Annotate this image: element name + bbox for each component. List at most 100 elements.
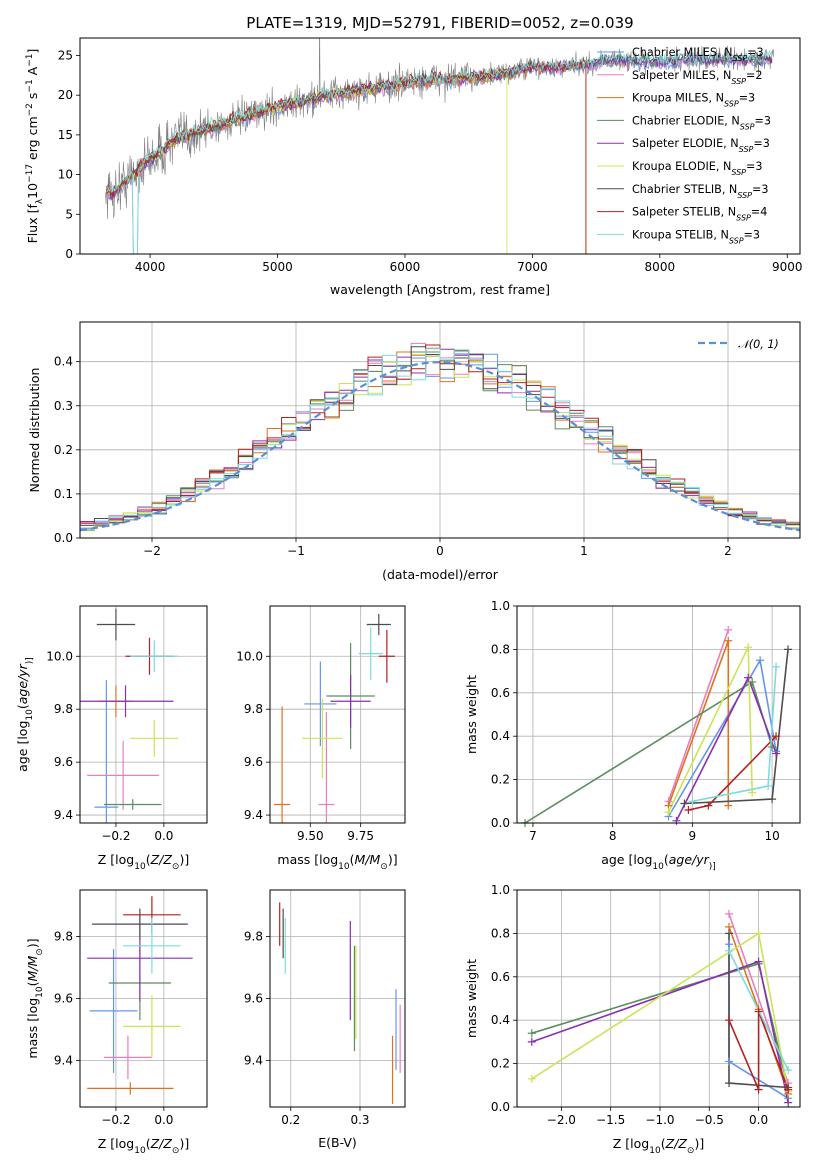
mass-weight-marker xyxy=(672,816,681,825)
y-tick-label: 10.0 xyxy=(46,649,73,663)
y-tick-label: 0.0 xyxy=(491,816,510,830)
y-tick-label: 0.6 xyxy=(491,686,510,700)
y-tick-label: 0.3 xyxy=(54,399,73,413)
x-tick-label: −1.0 xyxy=(645,1113,674,1127)
mass-weight-marker xyxy=(784,1098,793,1107)
legend-entry: Salpeter ELODIE, NSSP=3 xyxy=(632,137,770,154)
y-tick-label: 0.4 xyxy=(491,1013,510,1027)
x-tick-label: 2 xyxy=(724,544,732,558)
axes-frame xyxy=(516,605,801,824)
mass-weight-marker xyxy=(772,662,781,671)
plot-area xyxy=(80,342,800,538)
legend: Chabrier MILES, NSSP=3 Salpeter MILES, NS… xyxy=(597,46,771,245)
y-tick-label: 0.0 xyxy=(54,531,73,545)
y-tick-label: 0.6 xyxy=(491,970,510,984)
mass-weight-marker xyxy=(725,1079,734,1088)
x-tick-label: −0.5 xyxy=(695,1113,724,1127)
mass-weight-marker xyxy=(725,909,734,918)
residual-histogram xyxy=(80,344,800,538)
axis-label: age [log10(age/yr)] xyxy=(601,852,716,872)
mass-weight-line xyxy=(667,640,730,806)
grid xyxy=(80,606,207,823)
y-tick-label: 9.4 xyxy=(54,808,73,822)
y-tick-label: 0.4 xyxy=(54,355,73,369)
legend-entry: Chabrier MILES, NSSP=3 xyxy=(632,46,764,63)
age-vs-mass-panel: 9.50 9.75 9.4 9.6 9.8 10.0 mass [log10(M/M⊙)] xyxy=(236,605,406,872)
legend-entry: Salpeter STELIB, NSSP=4 xyxy=(632,206,767,223)
axes-frame xyxy=(79,37,801,255)
y-tick-label: 9.6 xyxy=(54,755,73,769)
y-tick-label: 5 xyxy=(65,207,73,221)
y-tick-label: 15 xyxy=(58,128,73,142)
mass-weight-marker xyxy=(754,929,763,938)
x-tick-label: 8000 xyxy=(645,260,676,274)
axes-frame xyxy=(516,889,801,1108)
x-axis-label: wavelength [Angstrom, rest frame] xyxy=(330,282,550,297)
legend-entry: 𝒩(0, 1) xyxy=(738,338,779,351)
mass-weight-marker xyxy=(725,1016,734,1025)
plot-area xyxy=(274,613,395,823)
y-tick-label: 25 xyxy=(58,48,73,62)
y-tick-label: 9.6 xyxy=(54,992,73,1006)
legend-entry: Kroupa STELIB, NSSP=3 xyxy=(632,228,760,245)
mass-weight-marker xyxy=(772,732,781,741)
x-tick-label: 9.75 xyxy=(347,829,374,843)
mass-weight-line xyxy=(667,646,753,813)
x-tick-label: 4000 xyxy=(135,260,166,274)
mass-weight-marker xyxy=(768,795,777,804)
x-tick-label: −0.2 xyxy=(101,829,130,843)
y-tick-label: 10 xyxy=(58,168,73,182)
mass-weight-marker xyxy=(704,801,713,810)
y-axis-label: mass weight xyxy=(464,675,479,754)
y-tick-label: 9.8 xyxy=(54,930,73,944)
y-tick-label: 0.2 xyxy=(491,1057,510,1071)
y-tick-label: 9.4 xyxy=(54,1054,73,1068)
y-tick-label: 0.0 xyxy=(491,1100,510,1114)
grid xyxy=(80,890,207,1107)
y-tick-label: 20 xyxy=(58,88,73,102)
y-tick-label: 9.6 xyxy=(244,992,263,1006)
axis-label: Z [log10(Z/Z⊙)] xyxy=(98,852,189,872)
mass-weight-marker xyxy=(748,677,757,686)
plot-area xyxy=(87,896,193,1095)
mass-weight-marker xyxy=(754,1085,763,1094)
mass-weight-marker xyxy=(724,625,733,634)
y-tick-label: 1.0 xyxy=(491,599,510,613)
mass-vs-ebv-panel: 0.2 0.3 9.4 9.6 9.8 E(B-V) xyxy=(244,889,406,1150)
y-tick-label: 9.4 xyxy=(244,1054,263,1068)
x-tick-label: −1.5 xyxy=(596,1113,625,1127)
mass-weight-marker xyxy=(527,1037,536,1046)
mass-weight-line xyxy=(692,666,777,803)
mass-weight-marker xyxy=(724,801,733,810)
x-tick-label: 0 xyxy=(436,544,444,558)
mass-weight-marker xyxy=(748,788,757,797)
y-tick-label: 9.8 xyxy=(54,702,73,716)
mass-weight-marker xyxy=(772,749,781,758)
x-tick-label: 10 xyxy=(764,829,779,843)
x-tick-label: 7 xyxy=(529,829,537,843)
mass-weight-marker xyxy=(527,1074,536,1083)
mass-weight-marker xyxy=(754,1007,763,1016)
axes-frame xyxy=(79,605,208,824)
x-tick-label: 9000 xyxy=(772,260,803,274)
x-tick-label: −0.2 xyxy=(101,1113,130,1127)
axes-frame xyxy=(269,889,406,1108)
mass-weight-marker xyxy=(744,673,753,682)
y-tick-label: 10.0 xyxy=(236,649,263,663)
mass-weight-marker xyxy=(784,1085,793,1094)
mass-weight-marker xyxy=(756,656,765,665)
mass-weight-marker xyxy=(725,946,734,955)
x-tick-label: −2.0 xyxy=(547,1113,576,1127)
y-tick-label: 0.1 xyxy=(54,487,73,501)
mass-weight-line xyxy=(728,1011,789,1090)
axes-frame xyxy=(269,605,406,824)
x-tick-label: 5000 xyxy=(262,260,293,274)
y-tick-label: 0 xyxy=(65,247,73,261)
plot-area xyxy=(524,629,789,823)
legend-entry: Kroupa MILES, NSSP=3 xyxy=(632,92,755,109)
x-tick-label: −2 xyxy=(143,544,161,558)
figure-title: PLATE=1319, MJD=52791, FIBERID=0052, z=0… xyxy=(246,14,633,32)
mass-vs-metallicity-panel: −0.2 0.0 9.4 9.6 9.8 Z [log10(Z/Z⊙)] mass [log… xyxy=(25,889,208,1156)
x-tick-label: 0.0 xyxy=(154,1113,173,1127)
x-axis-label: (data-model)/error xyxy=(382,567,499,582)
